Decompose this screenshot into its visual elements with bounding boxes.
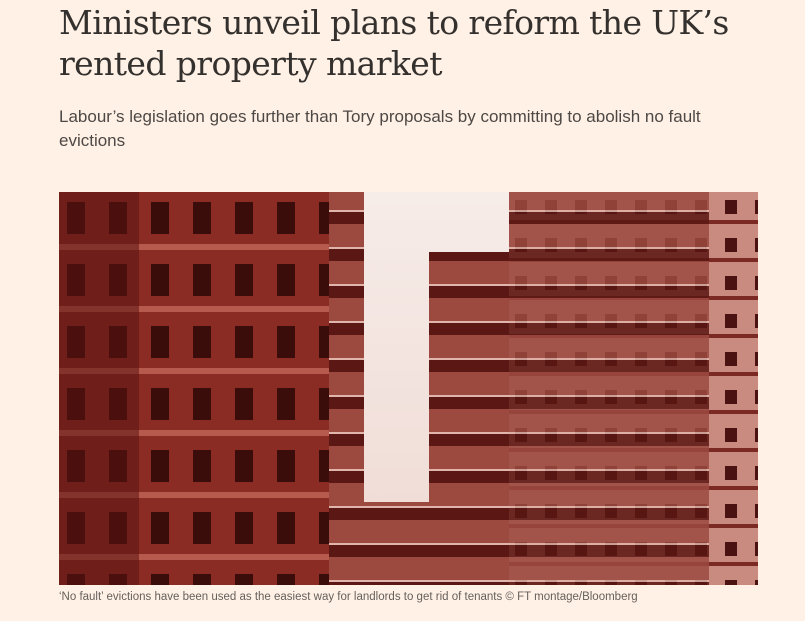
article-image bbox=[59, 192, 758, 585]
headline: Ministers unveil plans to reform the UK’… bbox=[59, 3, 729, 83]
standfirst: Labour’s legislation goes further than T… bbox=[59, 107, 701, 150]
image-caption: ‘No fault’ evictions have been used as t… bbox=[59, 591, 638, 603]
